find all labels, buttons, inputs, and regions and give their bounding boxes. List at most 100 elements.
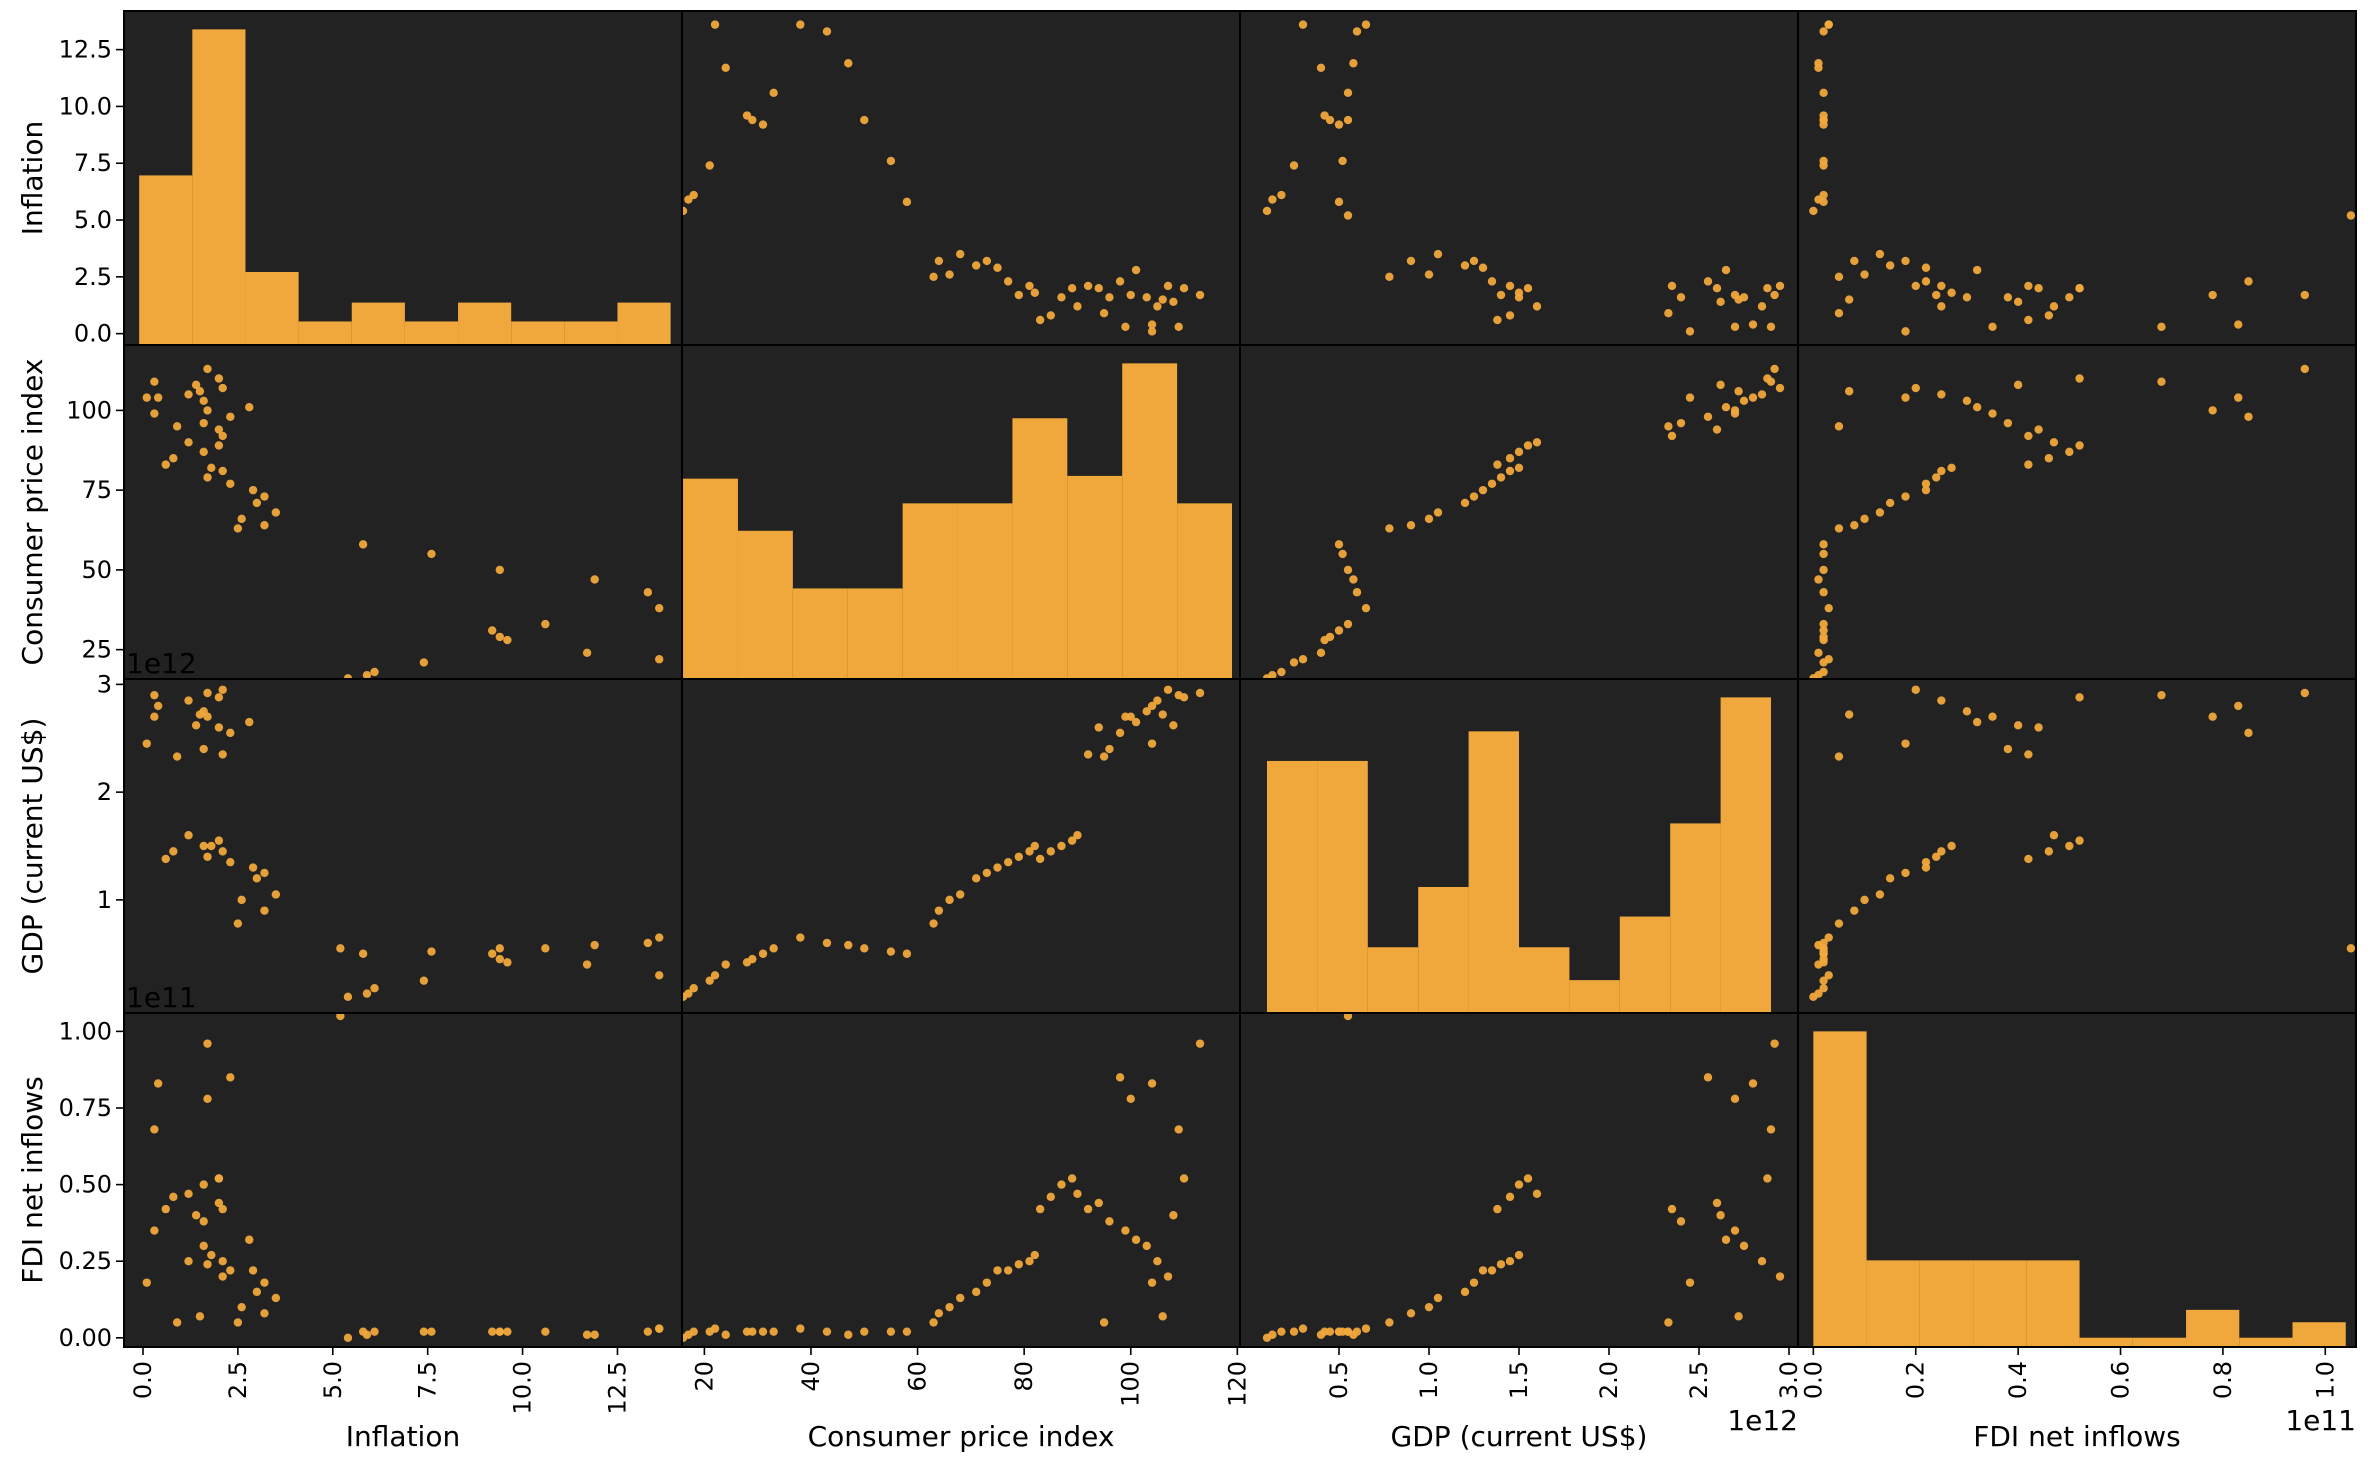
scatter-point <box>1514 1250 1524 1260</box>
histogram-bar <box>792 588 848 679</box>
panel-content <box>682 1039 1205 1343</box>
scatter-point <box>1730 1094 1740 1103</box>
scatter-point <box>1174 690 1183 700</box>
scatter-point <box>1770 364 1779 374</box>
panel-fdi-net-inflows-vs-inflation <box>123 1012 683 1348</box>
scatter-point <box>2065 841 2074 851</box>
scatter-point <box>860 115 869 125</box>
scatter-point <box>1850 256 1859 266</box>
scatter-point <box>203 364 212 374</box>
scatter-point <box>582 648 592 658</box>
scatter-point <box>226 857 235 867</box>
panel-content <box>1813 1031 2346 1347</box>
scatter-point <box>1057 293 1066 302</box>
scatter-point <box>214 1198 224 1208</box>
y-tick-label: 50 <box>81 556 112 584</box>
scatter-point <box>1195 1039 1205 1048</box>
scatter-point <box>956 890 965 899</box>
scatter-point <box>488 949 497 958</box>
scatter-point <box>1126 1094 1135 1103</box>
scatter-point <box>1424 514 1434 524</box>
scatter-point <box>796 20 805 29</box>
panel-inflation-vs-gdp-current-us <box>1239 10 1799 346</box>
scatter-point <box>336 1013 345 1021</box>
scatter-point <box>758 949 768 958</box>
scatter-point <box>1493 460 1502 469</box>
scatter-point <box>1937 466 1946 476</box>
scatter-point <box>172 1318 182 1327</box>
panel-content <box>1262 1013 1785 1343</box>
scatter-point <box>1121 322 1130 332</box>
scatter-point <box>1158 710 1167 719</box>
scatter-point <box>1073 1189 1082 1198</box>
scatter-point <box>2208 290 2217 300</box>
scatter-point <box>1277 667 1286 677</box>
scatter-point <box>1493 1204 1502 1214</box>
panel-gdp-current-us-vs-fdi-net-inflows <box>1797 678 2357 1014</box>
scatter-point <box>184 1257 193 1266</box>
scatter-point <box>643 1327 653 1336</box>
x-tick-label: 0.6 <box>2107 1361 2135 1399</box>
panel-content <box>682 685 1205 1002</box>
x-tick-label: 100 <box>1117 1361 1145 1407</box>
x-tick-label: 0.2 <box>1902 1361 1930 1399</box>
scatter-point <box>1460 498 1470 508</box>
histogram-bar <box>617 302 671 345</box>
scatter-point <box>1385 1318 1394 1327</box>
histogram-bar <box>404 321 459 345</box>
x-tick-label: 20 <box>690 1361 718 1392</box>
y-tick-label: 100 <box>66 396 112 424</box>
scatter-point <box>2157 377 2166 386</box>
scatter-point <box>769 1327 778 1336</box>
scatter-point <box>1352 27 1362 36</box>
scatter-point <box>1469 492 1479 501</box>
x-tick-label: 7.5 <box>414 1361 442 1399</box>
scatter-point <box>1921 263 1931 272</box>
scatter-point <box>886 947 896 956</box>
scatter-point <box>503 1327 512 1336</box>
y-tick-label: 2.5 <box>74 263 112 291</box>
scatter-point <box>218 1204 227 1214</box>
scatter-point <box>248 485 258 495</box>
scatter-point <box>1748 1079 1758 1088</box>
scatter-point <box>2049 831 2059 840</box>
scatter-point <box>1850 906 1859 915</box>
panel-consumer-price-index-vs-gdp-current-us <box>1239 344 1799 680</box>
scatter-point <box>172 422 182 431</box>
scatter-point <box>203 712 212 721</box>
panel-background <box>1798 679 2356 1013</box>
scatter-point <box>822 938 832 948</box>
scatter-point <box>169 454 178 463</box>
scatter-point <box>2013 380 2023 390</box>
scatter-point <box>1424 270 1434 279</box>
scatter-point <box>1195 290 1205 300</box>
scatter-point <box>207 1250 216 1260</box>
scatter-point <box>1424 1302 1434 1312</box>
scatter-point <box>1277 190 1286 200</box>
scatter-point <box>1325 1327 1335 1336</box>
scatter-point <box>1083 750 1093 759</box>
scatter-point <box>1361 1324 1371 1333</box>
scatter-point <box>1685 1278 1695 1287</box>
scatter-point <box>1819 197 1828 207</box>
scatter-point <box>419 658 429 667</box>
scatter-point <box>689 984 698 993</box>
histogram-bar <box>1569 980 1620 1013</box>
scatter-point <box>1325 115 1335 125</box>
scatter-point <box>1478 1266 1488 1275</box>
scatter-point <box>1814 59 1823 68</box>
scatter-point <box>1338 549 1347 559</box>
panel-content <box>139 29 671 345</box>
scatter-point <box>1262 206 1272 216</box>
scatter-point <box>902 949 912 958</box>
scatter-point <box>142 393 151 402</box>
scatter-point <box>1487 479 1497 488</box>
y-tick-label: 7.5 <box>74 149 112 177</box>
scatter-point <box>271 508 281 517</box>
panel-background <box>124 345 682 679</box>
panel-content <box>1262 364 1785 679</box>
scatter-point <box>203 406 212 415</box>
histogram-bar <box>458 302 512 345</box>
panel-content <box>1809 364 2310 679</box>
scatter-point <box>1766 322 1776 332</box>
